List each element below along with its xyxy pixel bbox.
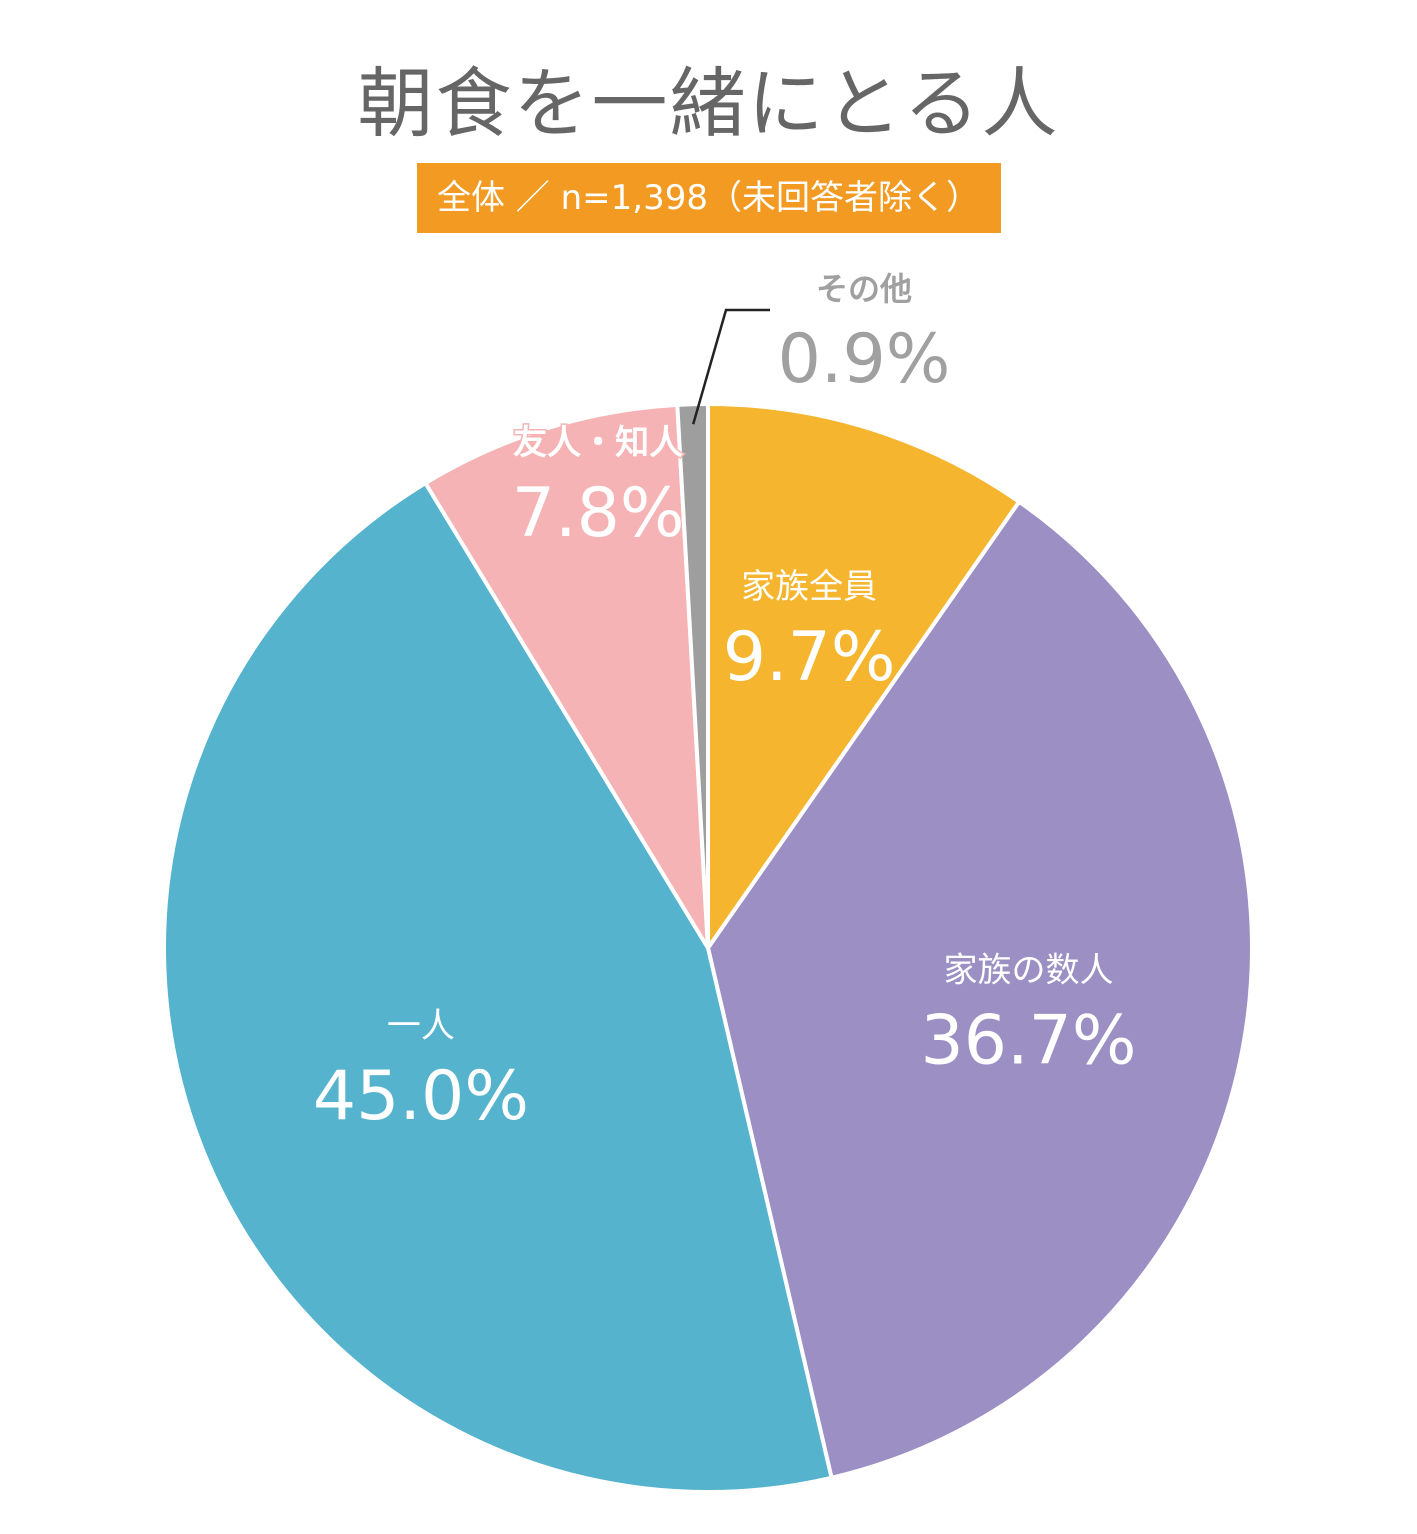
slice-0-name-label: 家族全員: [741, 567, 877, 607]
slice-4-leader-line: [691, 308, 770, 425]
slice-labels: 家族全員 9.7% 家族の数人 36.7% 一人 45.0% 友人・知人 7.8% その他 0.9…: [313, 270, 1137, 1136]
pie-slices: [161, 402, 1254, 1494]
slice-4-value-label: 0.9%: [778, 320, 951, 399]
slice-1-wedge: [706, 499, 1254, 1480]
slice-2-value-label: 45.0%: [313, 1057, 529, 1136]
slice-1-name-label: 家族の数人: [944, 951, 1114, 991]
slice-4-name-label: その他: [816, 270, 912, 308]
slice-3-name-label: 友人・知人: [513, 423, 683, 463]
sample-size-badge: 全体 ／ n=1,398（未回答者除く）: [416, 163, 1001, 233]
subtitle-container: 全体 ／ n=1,398（未回答者除く）: [0, 163, 1417, 233]
slice-1-value-label: 36.7%: [921, 1002, 1137, 1081]
slice-3-wedge: [423, 402, 710, 950]
slice-2-wedge: [161, 481, 834, 1494]
slice-0-wedge: [706, 402, 1022, 950]
slice-0-value-label: 9.7%: [723, 618, 896, 697]
slice-4-wedge: [675, 402, 710, 950]
leader-lines: [691, 308, 770, 425]
slice-2-name-label: 一人: [387, 1006, 455, 1046]
chart-title: 朝食を一緒にとる人: [357, 59, 1060, 148]
slice-3-value-label: 7.8%: [512, 474, 685, 553]
